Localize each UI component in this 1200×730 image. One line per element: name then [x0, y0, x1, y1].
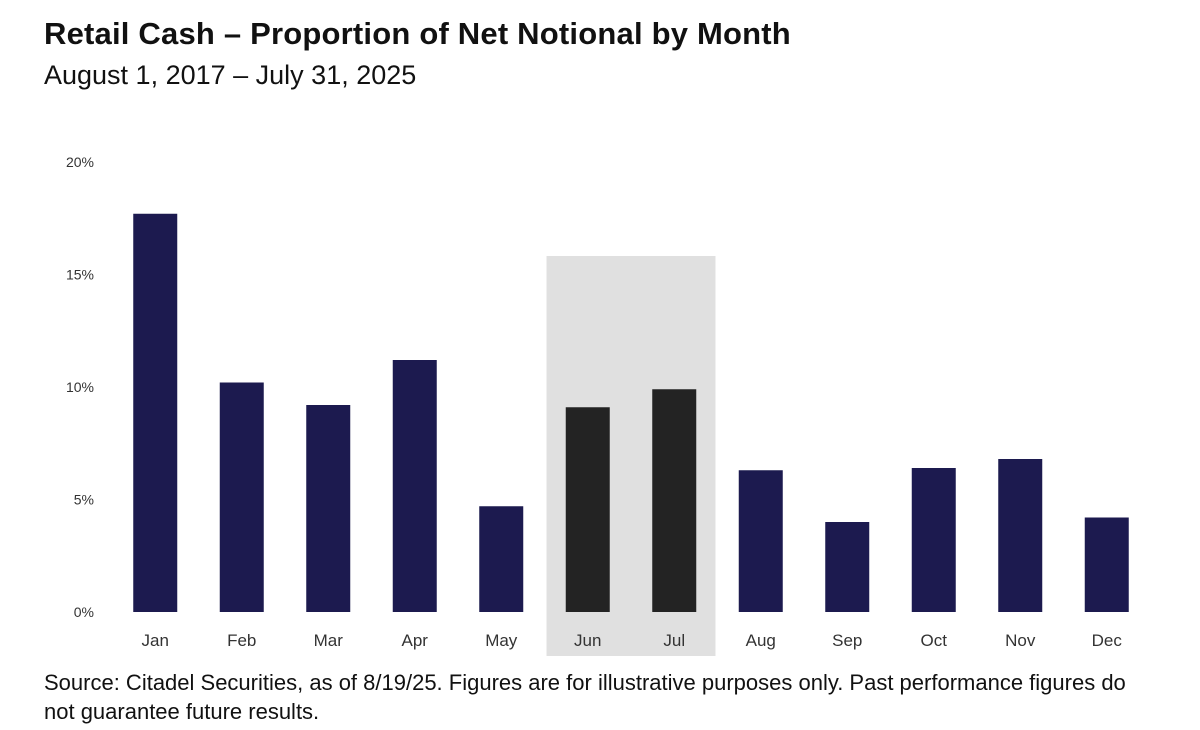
y-tick-label: 15%: [66, 267, 94, 283]
y-tick-label: 20%: [66, 154, 94, 170]
x-tick-label: Nov: [1005, 631, 1036, 650]
bar-chart: 0% 5% 10% 15% 20% Jan Feb Mar Apr May Jun Jul Aug Se…: [66, 154, 1129, 656]
bar-dec: [1084, 517, 1129, 612]
chart-title: Retail Cash – Proportion of Net Notional…: [44, 16, 791, 51]
x-tick-label: May: [485, 631, 518, 650]
bar-jan: [133, 213, 178, 612]
bar-feb: [219, 382, 264, 612]
x-tick-label: Jan: [142, 631, 169, 650]
x-tick-label: Dec: [1092, 631, 1123, 650]
y-tick-label: 10%: [66, 379, 94, 395]
y-tick-label: 0%: [74, 604, 94, 620]
x-tick-label: Sep: [832, 631, 862, 650]
bar-apr: [392, 360, 437, 612]
source-note: Source: Citadel Securities, as of 8/19/2…: [44, 670, 1126, 724]
bar-mar: [306, 405, 351, 612]
x-tick-label: Mar: [314, 631, 344, 650]
x-tick-label: Jul: [663, 631, 685, 650]
x-tick-label: Aug: [746, 631, 776, 650]
bar-sep: [825, 522, 870, 612]
chart-subtitle: August 1, 2017 – July 31, 2025: [44, 60, 417, 90]
x-tick-label: Jun: [574, 631, 601, 650]
y-tick-label: 5%: [74, 492, 94, 508]
bar-jul: [652, 389, 697, 612]
bar-oct: [911, 468, 956, 612]
bar-aug: [738, 470, 783, 612]
x-tick-label: Oct: [921, 631, 948, 650]
x-tick-label: Apr: [402, 631, 429, 650]
bar-nov: [998, 459, 1043, 612]
bar-may: [479, 506, 524, 612]
bar-jun: [565, 407, 610, 612]
x-tick-label: Feb: [227, 631, 256, 650]
